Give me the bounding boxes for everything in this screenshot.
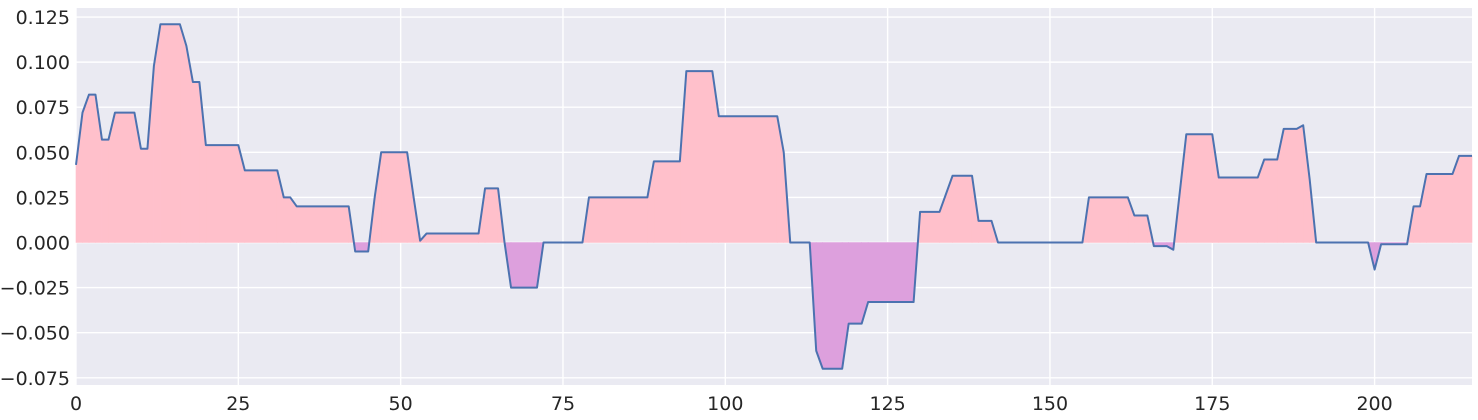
positive-area-fill — [1088, 197, 1129, 243]
negative-area-fill — [848, 242, 862, 324]
positive-area-fill — [1134, 215, 1148, 243]
positive-area-fill — [160, 23, 181, 243]
x-tick-label: 0 — [70, 393, 82, 415]
positive-area-fill — [380, 152, 408, 243]
positive-area-fill — [1263, 159, 1278, 243]
x-tick-labels: 0 25 50 75 100 125 150 175 200 — [70, 393, 1393, 415]
positive-area-fill — [244, 170, 278, 243]
negative-area-fill — [815, 242, 823, 369]
y-tick-label: 0.075 — [16, 97, 70, 119]
positive-area-fill — [192, 81, 200, 243]
y-tick-label: 0.125 — [16, 7, 70, 29]
y-tick-labels: −0.075 −0.050 −0.025 0.000 0.025 0.050 0.075 0.… — [0, 7, 70, 390]
negative-area-fill — [822, 242, 843, 370]
negative-area-fill — [354, 242, 369, 252]
x-tick-label: 25 — [226, 393, 250, 415]
positive-area-fill — [686, 70, 713, 243]
y-tick-label: −0.050 — [0, 323, 70, 345]
positive-area-fill — [205, 144, 239, 243]
positive-area-fill — [88, 94, 96, 243]
positive-area-fill — [653, 161, 681, 243]
negative-area-fill — [867, 242, 914, 303]
positive-area-fill — [296, 206, 350, 243]
positive-area-fill — [588, 197, 648, 243]
x-tick-label: 100 — [707, 393, 743, 415]
area-fills — [75, 23, 1473, 370]
positive-area-fill — [82, 94, 90, 243]
positive-area-fill — [101, 139, 109, 243]
positive-area-fill — [283, 197, 291, 243]
x-tick-label: 150 — [1032, 393, 1068, 415]
positive-area-fill — [114, 112, 135, 243]
y-tick-label: 0.050 — [16, 142, 70, 164]
positive-area-fill — [919, 211, 940, 243]
positive-area-fill — [1426, 173, 1453, 243]
positive-area-fill — [1413, 206, 1421, 243]
positive-area-fill — [1283, 128, 1297, 243]
negative-area-fill — [510, 242, 538, 288]
y-tick-label: −0.025 — [0, 278, 70, 300]
positive-area-fill — [426, 233, 479, 243]
series-line-group — [75, 23, 1472, 370]
y-tick-label: 0.025 — [16, 187, 70, 209]
positive-area-fill — [1296, 124, 1304, 243]
y-tick-label: −0.075 — [0, 368, 70, 390]
y-tick-label: 0.000 — [16, 232, 70, 254]
y-tick-label: 0.100 — [16, 52, 70, 74]
positive-area-fill — [1458, 155, 1473, 243]
x-tick-label: 125 — [869, 393, 905, 415]
x-tick-label: 200 — [1356, 393, 1392, 415]
series-line — [75, 23, 1472, 370]
positive-area-fill — [484, 188, 499, 243]
positive-area-fill — [1218, 177, 1259, 243]
positive-area-fill — [718, 115, 778, 243]
x-tick-label: 75 — [551, 393, 575, 415]
positive-area-fill — [978, 220, 992, 243]
positive-area-fill — [179, 24, 187, 243]
x-tick-label: 175 — [1194, 393, 1230, 415]
positive-area-fill — [140, 148, 148, 243]
positive-area-fill — [952, 175, 973, 243]
x-tick-label: 50 — [389, 393, 413, 415]
positive-area-fill — [1186, 133, 1213, 243]
